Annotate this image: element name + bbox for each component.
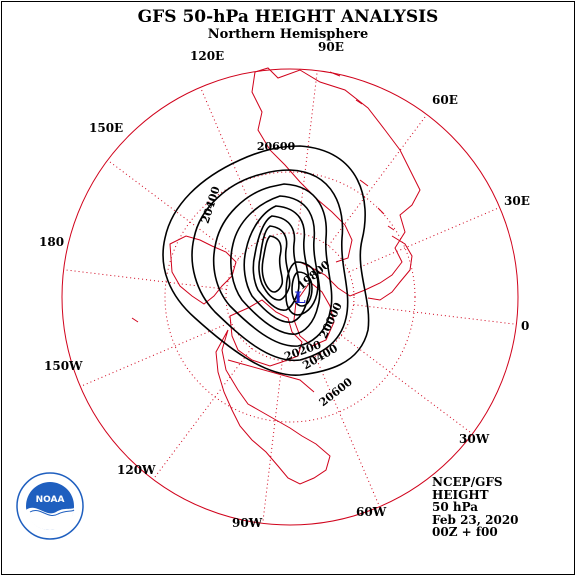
contour-label: 20400 [199,184,223,225]
contour-20400 [191,169,349,362]
contour-label: 20000 [317,300,345,340]
contour-inner-3 [261,235,284,293]
meridian-line [80,321,232,388]
info-field: HEIGHT [432,487,489,502]
meridian-line [348,206,500,273]
longitude-label-0: 0 [521,319,529,333]
siberia-coast [251,71,353,263]
longitude-label-60w: 60W [356,505,387,519]
europe-coast [367,235,413,301]
longitude-labels: 90E 60E 30E 0 30W 60W 90W 120W 150W 180 … [39,40,530,530]
longitude-label-90e: 90E [318,40,344,54]
longitude-label-120w: 120W [117,463,156,477]
longitude-label-150w: 150W [44,359,83,373]
info-level: 50 hPa [432,500,479,514]
contour-inner-1 [252,215,300,311]
alaska-coast [169,235,237,305]
latitude-circle [225,232,355,362]
contour-20200 [212,183,333,347]
info-model: NCEP/GFS [432,475,503,489]
north-america-coast [215,329,331,485]
longitude-label-120e: 120E [190,49,224,63]
longitude-label-90w: 90W [232,516,263,530]
longitude-label-30e: 30E [504,194,530,208]
contour-label: 20600 [257,140,296,153]
greenland-coast [293,281,335,347]
contour-inner-2 [258,225,291,301]
meridian-line [262,360,283,524]
longitude-label-150e: 150E [89,121,123,135]
low-pressure-marker: L [294,288,305,307]
meridian-line [328,114,428,247]
logo-text: NOAA [36,495,65,505]
info-block: NCEP/GFS HEIGHT 50 hPa Feb 23, 2020 00Z … [432,476,519,539]
canada-coast [229,299,303,367]
info-run: 00Z + f00 [432,525,498,539]
islands [131,71,395,323]
contour-19800 [243,205,311,323]
meridian-line [314,355,381,507]
latitude-circle [164,171,416,423]
contour-inner-4 [285,261,319,316]
meridian-line [199,87,266,239]
contour-20600 [162,145,370,376]
meridian-line [63,269,227,290]
meridian-line [152,347,252,480]
longitude-label-30w: 30W [459,432,490,446]
us-border [227,359,315,393]
meridian-line [353,304,517,325]
meridian-line [297,70,318,234]
noaa-logo-icon: NOAA [16,472,84,540]
coastlines [131,67,421,485]
page-title: GFS 50-hPa HEIGHT ANALYSIS [137,7,439,27]
longitude-label-180: 180 [39,235,64,249]
hemisphere-outline [61,68,519,526]
page-subtitle: Northern Hemisphere [207,27,369,42]
contour-20000 [230,195,321,335]
height-contours [162,145,370,376]
meridian-line [340,335,473,435]
meridian-line [107,159,240,259]
meridian-lines [63,70,517,524]
contour-inner-5 [291,271,313,307]
longitude-label-60e: 60E [432,93,458,107]
info-date: Feb 23, 2020 [432,512,519,527]
